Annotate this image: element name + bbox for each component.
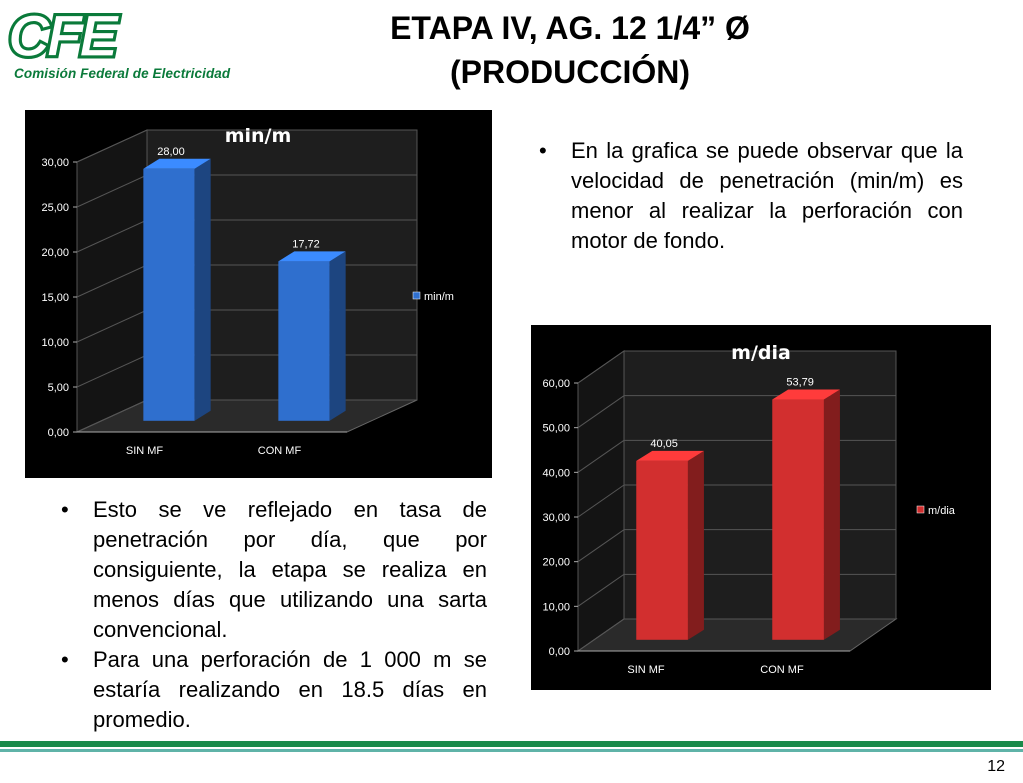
cfe-logo: CFE CFE Comisión Federal de Electricidad: [6, 2, 231, 82]
right-bullet-list: En la grafica se puede observar que la v…: [537, 136, 963, 256]
chart1-bar-front: [143, 168, 195, 421]
chart1-grid-side: [76, 264, 148, 298]
chart2-bar-1: [772, 389, 840, 640]
chart2-grid-side: [577, 529, 625, 563]
slide-title: ETAPA IV, AG. 12 1/4” Ø (PRODUCCIÓN): [300, 6, 840, 94]
chart1-grid-side: [76, 174, 148, 208]
left-bullet-item-2: Para una perforación de 1 000 m se estar…: [59, 645, 487, 735]
chart1-data-label-0: 28,00: [157, 146, 185, 158]
chart2-grid-side: [577, 395, 625, 429]
chart1-y-tick-label: 20,00: [41, 247, 69, 259]
chart1-legend-label: min/m: [424, 291, 454, 303]
chart2-title: m/dia: [731, 342, 791, 364]
chart2-bar-side: [823, 389, 840, 640]
footer-teal-bar: [0, 749, 1023, 752]
slide-title-line1: ETAPA IV, AG. 12 1/4” Ø: [390, 10, 750, 46]
chart2-floor: [576, 618, 898, 652]
chart2-grid-side: [577, 573, 625, 607]
chart2-y-tick-label: 60,00: [542, 378, 570, 390]
chart1-y-tick-label: 5,00: [48, 382, 69, 394]
chart-min-per-m-svg: 0,00 5,00 10,00 15,00 20,00 25,00 30,00 28,00 SI…: [41, 125, 454, 457]
chart1-bar-1: [278, 251, 346, 421]
chart2-bar-front: [636, 460, 688, 640]
chart2-grid-side: [577, 439, 625, 473]
logo-subtitle: Comisión Federal de Electricidad: [14, 66, 231, 81]
chart1-bar-0: [143, 158, 211, 421]
chart1-grid-side: [76, 219, 148, 253]
slide-title-line2: (PRODUCCIÓN): [450, 54, 690, 90]
chart1-bar-side: [329, 251, 346, 421]
chart-m-per-dia: 0,00 10,00 20,00 30,00 40,00 50,00 60,00 40,05 S…: [531, 325, 991, 690]
chart2-data-label-0: 40,05: [650, 438, 678, 450]
chart1-bar-front: [278, 261, 330, 421]
chart2-y-tick-label: 40,00: [542, 467, 570, 479]
cfe-logo-text-inner: CFE: [8, 4, 120, 64]
chart-m-per-dia-svg: 0,00 10,00 20,00 30,00 40,00 50,00 60,00 40,05 S…: [542, 342, 956, 676]
footer-green-bar: [0, 741, 1023, 747]
chart1-legend-swatch: [412, 291, 421, 300]
cfe-logo-mark: CFE CFE: [6, 2, 126, 72]
chart1-title: min/m: [225, 125, 292, 147]
chart1-x-tick-label-0: SIN MF: [126, 445, 164, 457]
chart2-y-tick-label: 0,00: [549, 646, 570, 658]
chart1-grid-side: [76, 354, 148, 388]
left-bullet-item-1: Esto se ve reflejado en tasa de penetrac…: [59, 495, 487, 645]
chart1-bar-side: [194, 158, 211, 421]
left-bullet-list: Esto se ve reflejado en tasa de penetrac…: [59, 495, 487, 735]
chart2-y-tick-label: 10,00: [542, 601, 570, 613]
chart1-x-tick-label-1: CON MF: [258, 445, 302, 457]
chart2-grid-side: [577, 618, 625, 652]
chart2-bar-0: [636, 450, 704, 640]
chart1-y-tick-label: 15,00: [41, 292, 69, 304]
chart1-grid-side: [76, 399, 148, 433]
chart2-x-tick-label-1: CON MF: [760, 664, 804, 676]
chart2-legend-swatch: [916, 505, 925, 514]
chart2-y-tick-label: 20,00: [542, 557, 570, 569]
chart1-bar-top: [278, 251, 346, 262]
page-number: 12: [987, 758, 1005, 775]
chart2-grid-side: [577, 350, 625, 384]
chart1-y-tick-label: 30,00: [41, 157, 69, 169]
chart2-x-tick-label-0: SIN MF: [627, 664, 665, 676]
cfe-logo-text: CFE: [8, 4, 120, 64]
chart1-grid-side: [76, 129, 148, 163]
chart2-y-tick-label: 50,00: [542, 423, 570, 435]
chart1-bar-top: [143, 158, 211, 169]
chart-min-per-m: 0,00 5,00 10,00 15,00 20,00 25,00 30,00 28,00 SI…: [25, 110, 492, 478]
chart1-y-tick-label: 0,00: [48, 427, 69, 439]
right-bullet-item: En la grafica se puede observar que la v…: [537, 136, 963, 256]
chart1-y-tick-label: 10,00: [41, 337, 69, 349]
chart1-y-tick-label: 25,00: [41, 202, 69, 214]
chart2-bar-top: [772, 389, 840, 400]
chart2-bar-front: [772, 399, 824, 640]
chart1-data-label-1: 17,72: [292, 238, 320, 250]
chart1-grid-side: [76, 309, 148, 343]
chart2-grid-side: [577, 484, 625, 518]
chart2-bar-top: [636, 450, 704, 461]
chart2-data-label-1: 53,79: [786, 377, 814, 389]
chart2-y-tick-label: 30,00: [542, 512, 570, 524]
chart2-legend-label: m/dia: [928, 505, 956, 517]
chart2-bar-side: [687, 450, 704, 640]
